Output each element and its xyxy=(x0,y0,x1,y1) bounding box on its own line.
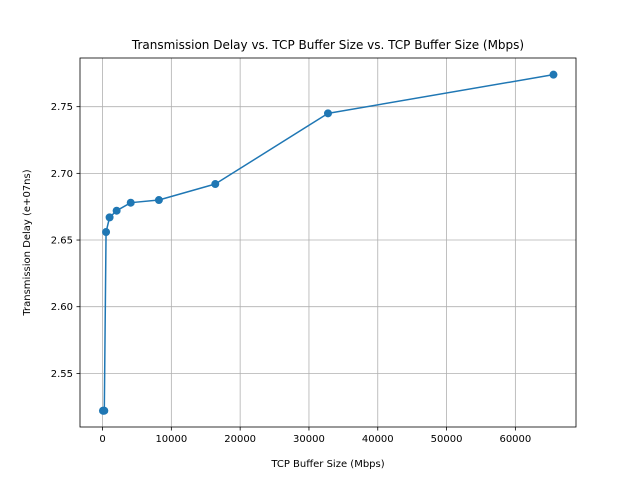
data-point xyxy=(102,228,111,237)
x-tick-label: 10000 xyxy=(155,434,187,445)
x-axis-label: TCP Buffer Size (Mbps) xyxy=(270,459,384,470)
x-tick-label: 50000 xyxy=(431,434,463,445)
y-axis: 2.55 2.60 2.65 2.70 2.75 xyxy=(51,102,80,380)
plot-frame xyxy=(79,57,577,428)
y-tick-label: 2.70 xyxy=(51,169,73,180)
x-tick-label: 0 xyxy=(99,434,105,445)
data-point xyxy=(100,406,109,415)
x-tick-label: 20000 xyxy=(224,434,256,445)
chart-title: Transmission Delay vs. TCP Buffer Size v… xyxy=(131,38,524,52)
x-tick-label: 30000 xyxy=(293,434,325,445)
data-point xyxy=(154,196,163,205)
y-tick-label: 2.55 xyxy=(51,369,73,380)
data-point xyxy=(105,213,114,222)
data-point xyxy=(549,70,558,79)
data-point xyxy=(211,180,220,189)
x-tick-label: 40000 xyxy=(362,434,394,445)
y-tick-label: 2.75 xyxy=(51,102,73,113)
y-axis-label: Transmission Delay (e+07ns) xyxy=(22,169,33,316)
series-layer xyxy=(98,70,558,415)
grid xyxy=(80,58,576,427)
x-tick-label: 60000 xyxy=(499,434,531,445)
y-tick-label: 2.65 xyxy=(51,236,73,247)
data-point xyxy=(112,206,121,215)
data-point xyxy=(324,109,332,118)
data-point xyxy=(126,198,135,207)
x-axis: 0 10000 20000 30000 40000 50000 60000 xyxy=(99,427,531,445)
y-tick-label: 2.60 xyxy=(51,302,73,313)
